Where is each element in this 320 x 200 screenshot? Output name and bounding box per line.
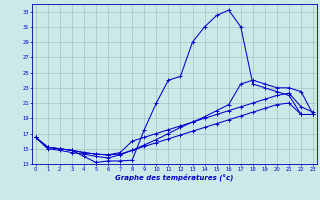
X-axis label: Graphe des températures (°c): Graphe des températures (°c) (115, 174, 234, 181)
